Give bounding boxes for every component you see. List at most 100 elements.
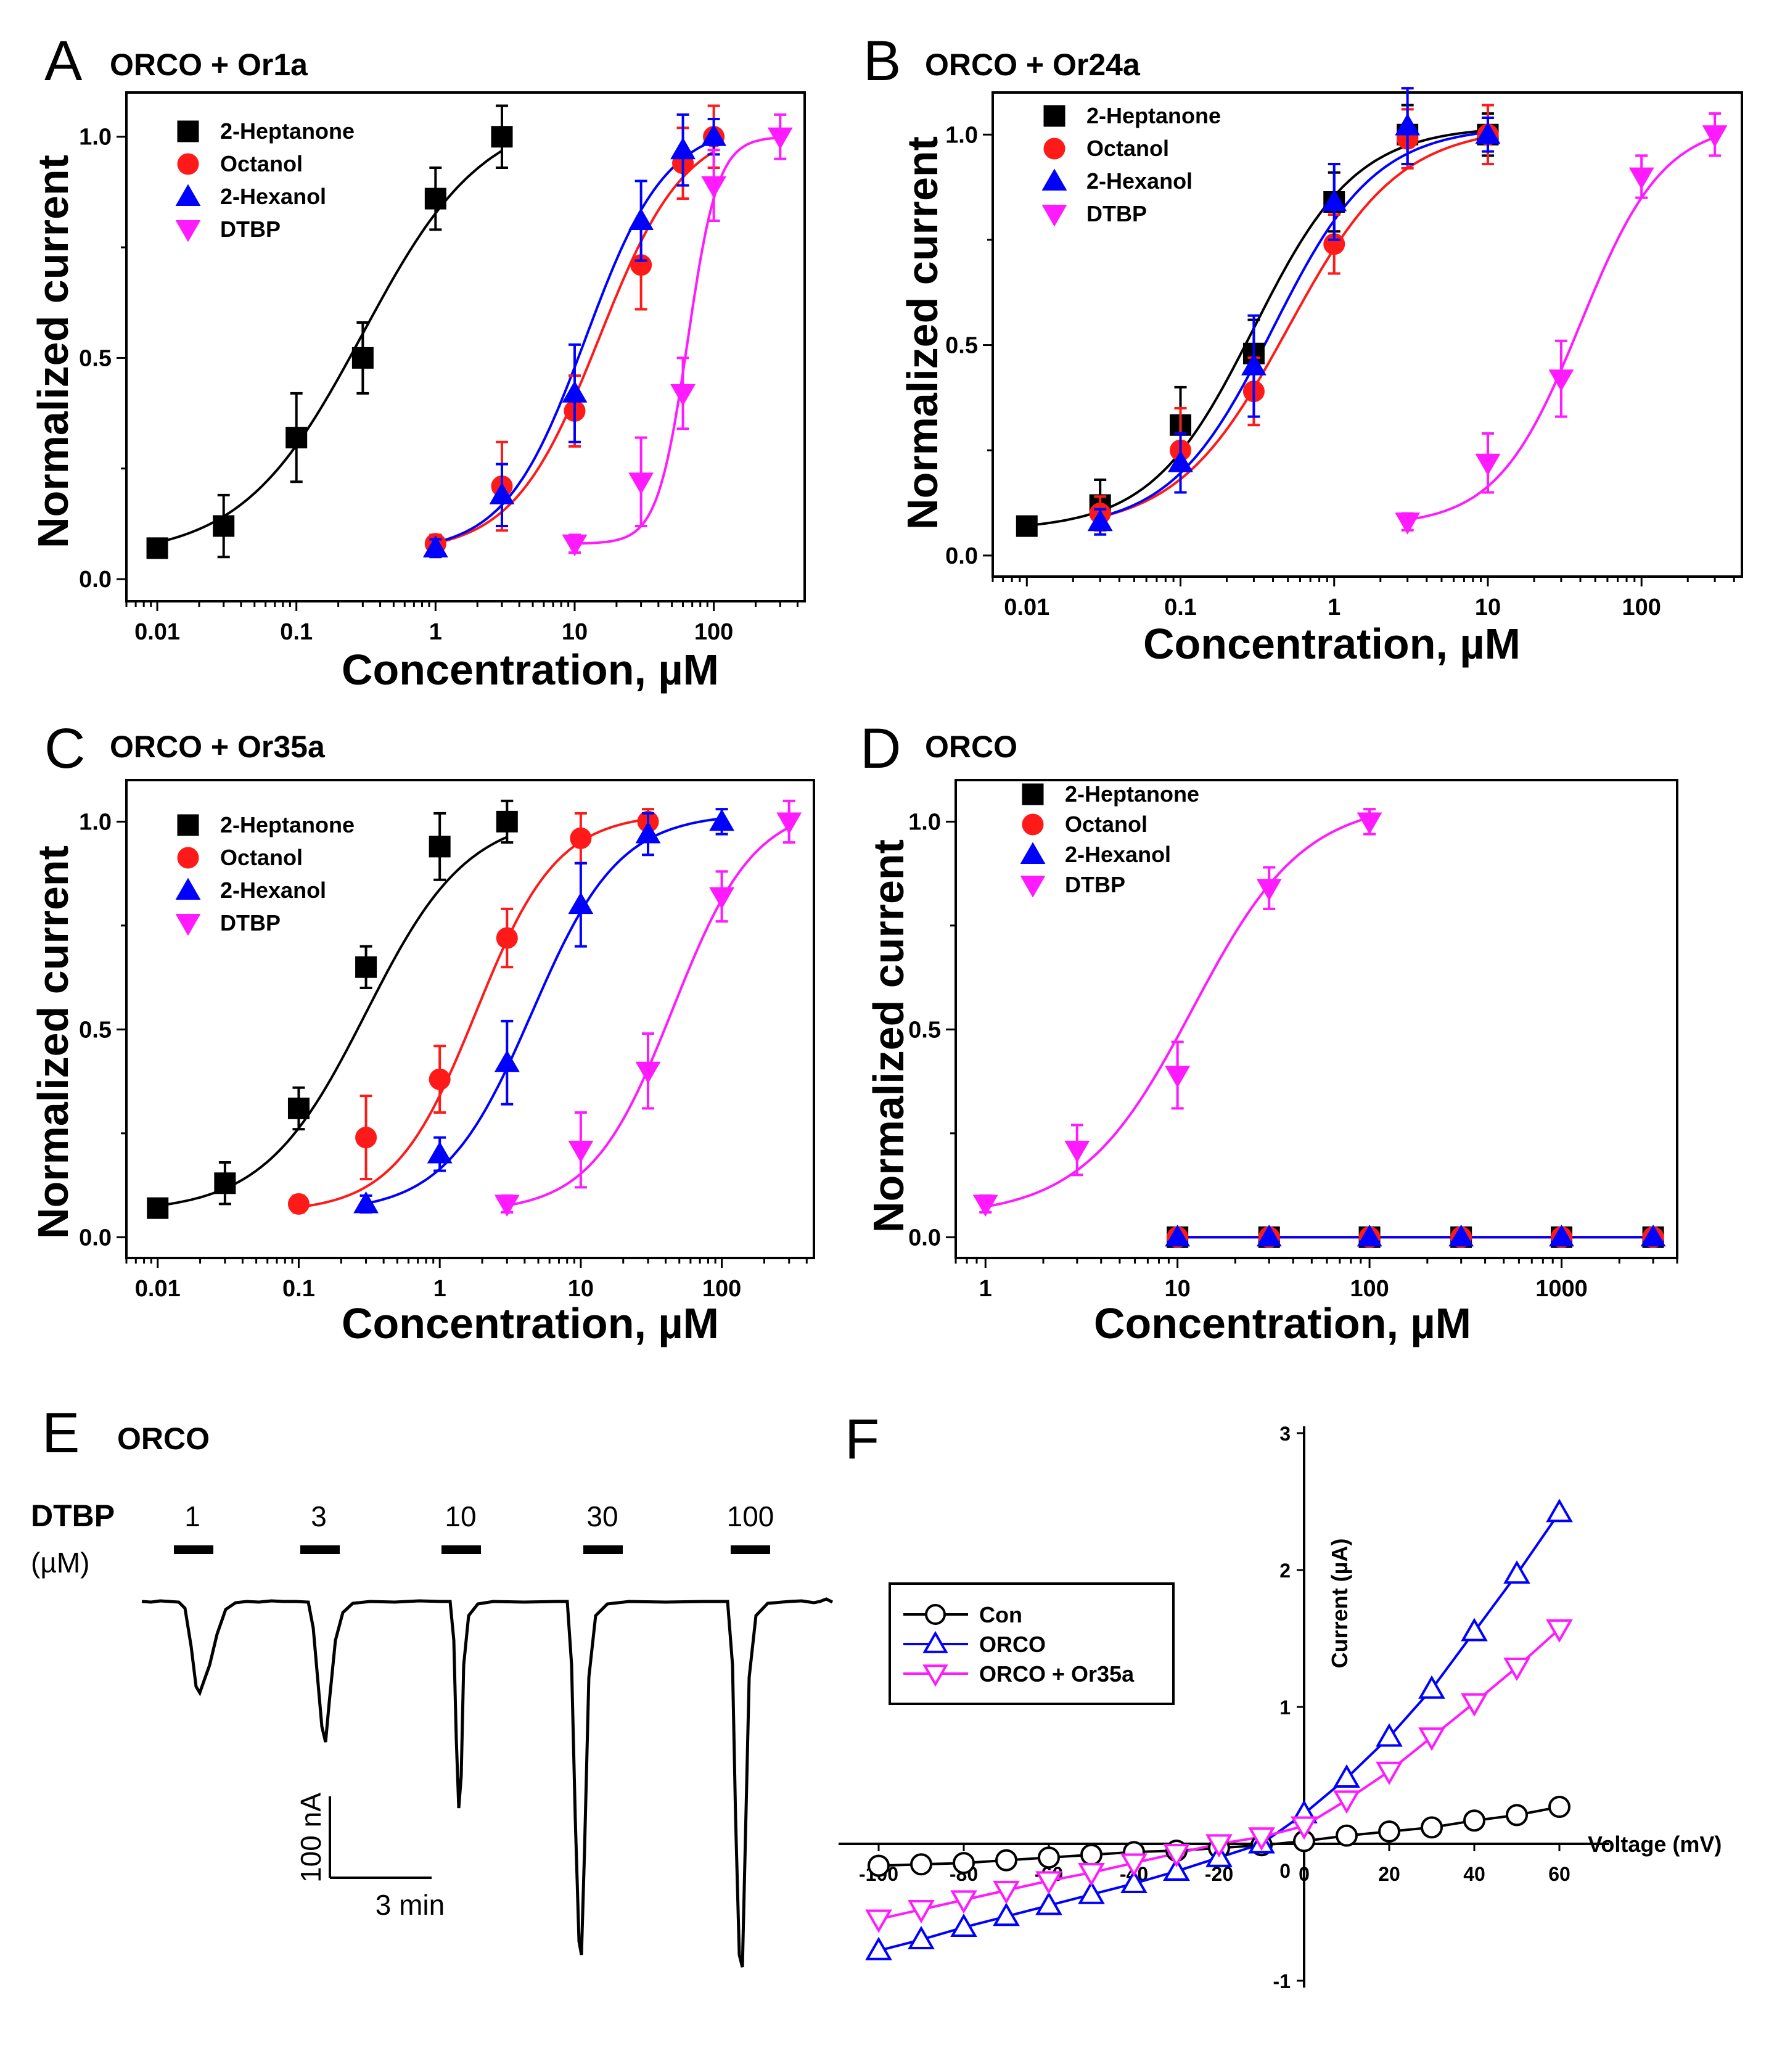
panel-c-point-2-heptanone (147, 1197, 169, 1219)
panel-b-point-dtbp (1475, 453, 1501, 476)
panel-a-legend-label-octanol: Octanol (220, 151, 303, 176)
panel-b-x-tick-label: 1 (1328, 594, 1340, 620)
panel-a-point-dtbp (767, 127, 793, 150)
panel-b-y-tick-label: 1.0 (945, 122, 978, 148)
panel-a: A ORCO + Or1a Concentration, µM Normaliz… (29, 30, 806, 694)
panel-f-point-orco-or35a (1163, 1843, 1190, 1867)
panel-b: B ORCO + Or24a Concentration, µM Normali… (863, 30, 1743, 668)
panel-f-point-con (953, 1852, 975, 1875)
panel-b-title: ORCO + Or24a (925, 47, 1141, 82)
panel-a-x-axis-label: Concentration, µM (342, 646, 719, 694)
panel-b-point-2-hexanol (1475, 121, 1501, 144)
panel-f-point-orco-or35a (1546, 1619, 1573, 1643)
panel-f-point-orco-or35a (865, 1909, 892, 1933)
panel-f-y-tick-label: -1 (1273, 1970, 1291, 1992)
panel-d-y-tick-label: 1.0 (908, 809, 941, 835)
panel-d-y-tick-label: 0.0 (908, 1225, 941, 1251)
panel-c-legend-marker-dtbp (175, 914, 201, 936)
panel-d-point-dtbp (1357, 812, 1382, 834)
panel-b-legend-label-dtbp: DTBP (1086, 201, 1147, 226)
panel-d-point-dtbp (1165, 1066, 1191, 1088)
panel-a-x-tick-label: 10 (562, 619, 588, 645)
panel-d-y-tick-label: 0.5 (908, 1017, 941, 1043)
panel-d-legend-label-octanol: Octanol (1065, 812, 1147, 837)
panel-f-legend-label-orco-or35a: ORCO + Or35a (979, 1661, 1135, 1687)
scale-bar-time-label: 3 min (376, 1889, 445, 1921)
panel-a-plot-frame (125, 91, 806, 602)
panel-d-x-tick-label: 100 (1350, 1276, 1389, 1302)
panel-a-point-2-heptanone (146, 537, 168, 559)
panel-a-point-2-heptanone (285, 427, 308, 449)
panel-a-legend-marker-2-hexanol (175, 184, 201, 206)
panel-f-point-orco (908, 1925, 935, 1949)
stimulus-unit-label: (µM) (31, 1547, 89, 1579)
panel-f-point-orco-or35a (1248, 1827, 1275, 1851)
panel-a-point-2-heptanone (424, 187, 446, 210)
panel-f-point-orco (1333, 1764, 1360, 1788)
panel-d-legend-label-2-heptanone: 2-Heptanone (1065, 781, 1199, 807)
panel-f-point-con (1548, 1796, 1570, 1819)
panel-c-x-tick-label: 0.1 (282, 1276, 315, 1302)
panel-b-fit-2-hexanol (1099, 131, 1488, 519)
panel-c-point-2-heptanone (214, 1172, 236, 1194)
panel-d-letter: D (860, 717, 901, 780)
panel-f-y-tick-label: 1 (1279, 1696, 1291, 1719)
panel-f-legend-marker-con (925, 1604, 946, 1625)
panel-b-point-dtbp (1628, 167, 1654, 190)
panel-c-point-octanol (570, 827, 592, 849)
panel-c-legend-marker-2-heptanone (177, 814, 199, 836)
panel-c-point-2-hexanol (635, 821, 661, 844)
panel-b-point-2-hexanol (1395, 113, 1421, 136)
panel-f-point-orco (1035, 1891, 1062, 1915)
panel-b-point-dtbp (1702, 125, 1728, 147)
panel-f-point-orco-or35a (1120, 1853, 1147, 1877)
panel-a-point-dtbp (562, 534, 588, 557)
panel-f: F Current (µA) Voltage (mV) -100-80-60-4… (839, 1408, 1722, 1992)
panel-f-y-axis-label: Current (µA) (1327, 1539, 1352, 1669)
panel-d-x-axis-label: Concentration, µM (1094, 1299, 1471, 1347)
panel-b-plot-frame (991, 91, 1743, 578)
panel-f-point-orco (950, 1914, 977, 1938)
panel-c-point-dtbp (635, 1061, 661, 1084)
panel-a-x-tick-label: 1 (429, 619, 442, 645)
panel-d-legend-label-2-hexanol: 2-Hexanol (1065, 842, 1171, 867)
panel-c-x-axis-label: Concentration, µM (342, 1299, 719, 1347)
panel-c-legend-marker-octanol (177, 847, 199, 869)
panel-a-legend-marker-2-heptanone (177, 120, 199, 142)
panel-a-x-tick-label: 100 (694, 619, 733, 645)
panel-f-point-orco (1120, 1869, 1147, 1893)
panel-a-legend-label-dtbp: DTBP (220, 216, 281, 242)
panel-b-x-axis-label: Concentration, µM (1143, 620, 1521, 668)
panel-c-point-octanol (496, 927, 518, 949)
panel-c-point-2-hexanol (427, 1141, 453, 1164)
panel-c-title: ORCO + Or35a (110, 730, 326, 764)
panel-b-legend-marker-2-heptanone (1043, 105, 1065, 127)
panel-f-point-orco-or35a (908, 1899, 935, 1923)
panel-e: E ORCO DTBP (µM) 1 3 10 30 100 100 nA 3 … (31, 1402, 834, 1968)
current-trace (141, 1597, 834, 1968)
panel-c-point-dtbp (568, 1140, 594, 1163)
panel-a-y-tick-label: 0.5 (79, 345, 112, 371)
scale-bar-current-label: 100 nA (295, 1793, 327, 1883)
panel-a-point-dtbp (670, 384, 696, 406)
panel-f-point-orco (1078, 1880, 1105, 1904)
panel-a-point-2-heptanone (213, 515, 235, 537)
panel-d-legend-marker-octanol (1022, 813, 1044, 836)
panel-b-point-dtbp (1395, 512, 1421, 535)
panel-c-x-tick-label: 0.01 (135, 1276, 181, 1302)
panel-c-point-2-hexanol (709, 808, 735, 831)
panel-c-y-axis-label: Normalized current (29, 845, 77, 1239)
panel-f-point-con (1080, 1843, 1102, 1866)
panel-b-point-2-hexanol (1241, 353, 1267, 376)
panel-c-point-octanol (355, 1127, 377, 1149)
panel-f-point-orco-or35a (950, 1890, 977, 1914)
panel-f-legend-marker-orco (922, 1630, 948, 1653)
panel-f-point-orco-or35a (1333, 1790, 1360, 1814)
panel-b-legend-marker-dtbp (1041, 205, 1067, 227)
panel-d-plot-frame (955, 779, 1678, 1259)
panel-d-x-tick-label: 1 (979, 1276, 992, 1302)
panel-c-point-octanol (429, 1068, 451, 1090)
panel-f-point-orco (1503, 1560, 1530, 1584)
panel-c-legend-marker-2-hexanol (175, 878, 201, 900)
